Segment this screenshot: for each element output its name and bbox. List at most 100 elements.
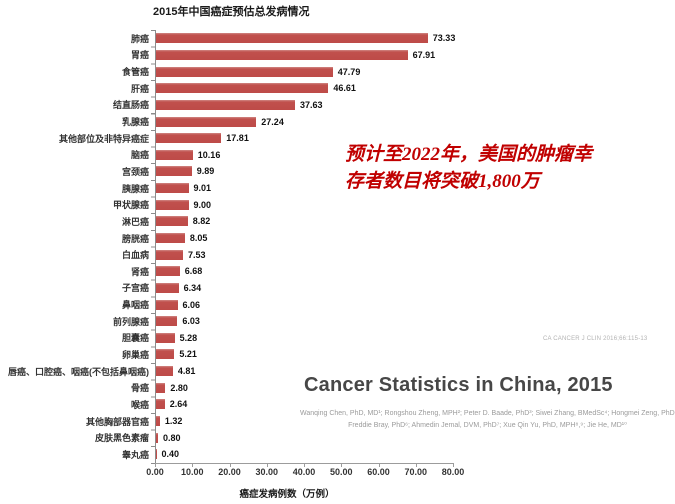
category-label: 胆囊癌 bbox=[121, 333, 149, 344]
x-axis-tick-label: 50.00 bbox=[330, 467, 353, 477]
bar bbox=[155, 216, 188, 227]
bar bbox=[155, 166, 192, 177]
annotation-text: 预计至2022年，美国的肿瘤幸 存者数目将突破1,800万 bbox=[345, 141, 667, 195]
category-label: 肺癌 bbox=[130, 33, 149, 44]
x-axis-tickmark bbox=[155, 463, 156, 467]
value-label: 6.06 bbox=[182, 299, 201, 310]
x-axis-tickmark bbox=[229, 463, 231, 467]
category-label: 宫颈癌 bbox=[121, 166, 149, 177]
x-axis-tickmark bbox=[378, 463, 380, 467]
bar bbox=[155, 33, 428, 44]
bar bbox=[155, 183, 189, 194]
x-axis-tickmark bbox=[266, 463, 268, 467]
bar-row: 胰腺癌 9.01 bbox=[0, 180, 675, 197]
bar bbox=[155, 432, 158, 443]
bar bbox=[155, 282, 179, 293]
value-label: 7.53 bbox=[188, 249, 206, 260]
bar-row: 膀胱癌 8.05 bbox=[0, 230, 675, 247]
x-axis-tick-label: 80.00 bbox=[441, 467, 465, 477]
bar bbox=[155, 399, 165, 410]
x-axis-tickmark bbox=[192, 463, 194, 467]
value-label: 8.82 bbox=[192, 216, 211, 227]
bar-row: 前列腺癌 6.03 bbox=[0, 313, 675, 330]
value-label: 9.00 bbox=[193, 199, 212, 210]
paper-authors: Wanqing Chen, PhD, MD¹; Rongshou Zheng, … bbox=[300, 408, 675, 432]
bar-row: 脑癌 10.16 bbox=[0, 146, 675, 163]
bar-row: 甲状腺癌 9.00 bbox=[0, 196, 675, 213]
bar bbox=[155, 116, 257, 127]
category-label: 卵巢癌 bbox=[121, 349, 149, 360]
bar bbox=[155, 133, 222, 144]
value-label: 47.79 bbox=[337, 66, 361, 77]
paper-authors-line1: Wanqing Chen, PhD, MD¹; Rongshou Zheng, … bbox=[300, 410, 675, 417]
x-axis-tickmark bbox=[341, 463, 343, 467]
value-label: 8.05 bbox=[189, 233, 208, 243]
category-label: 鼻咽癌 bbox=[121, 300, 149, 311]
value-label: 0.40 bbox=[161, 449, 180, 460]
bar bbox=[155, 332, 175, 343]
x-axis-tick-label: 60.00 bbox=[367, 467, 390, 477]
bar-row: 卵巢癌 5.21 bbox=[0, 346, 675, 363]
category-label: 淋巴癌 bbox=[121, 216, 149, 227]
category-label: 肾癌 bbox=[130, 266, 149, 277]
bar-row: 子宫癌 6.34 bbox=[0, 280, 675, 297]
bar-row: 结直肠癌 37.63 bbox=[0, 97, 675, 114]
bar-row: 其他胸部器官癌 1.32 bbox=[0, 413, 675, 430]
bar bbox=[155, 233, 185, 243]
x-axis-title: 癌症发病例数（万例） bbox=[239, 489, 335, 500]
x-axis-tickmark bbox=[453, 463, 454, 467]
bar bbox=[155, 416, 160, 427]
annotation-line1: 预计至2022年，美国的肿瘤幸 bbox=[345, 144, 593, 165]
category-label: 食管癌 bbox=[121, 67, 149, 78]
bar-row: 胃癌 67.91 bbox=[0, 47, 675, 64]
value-label: 2.80 bbox=[170, 382, 188, 393]
bar-row: 鼻咽癌 6.06 bbox=[0, 296, 675, 313]
category-label: 睾丸癌 bbox=[121, 449, 149, 460]
value-label: 46.61 bbox=[333, 83, 356, 94]
y-axis-line bbox=[155, 30, 156, 464]
x-axis-tick-label: 0.00 bbox=[146, 467, 164, 477]
bar bbox=[155, 83, 329, 94]
value-label: 4.81 bbox=[177, 366, 196, 377]
bar-row: 食管癌 47.79 bbox=[0, 63, 675, 80]
value-label: 67.91 bbox=[412, 49, 436, 60]
bar-row: 肝癌 46.61 bbox=[0, 80, 675, 97]
category-label: 胰腺癌 bbox=[121, 183, 149, 194]
category-label: 膀胱癌 bbox=[121, 233, 149, 244]
category-label: 肝癌 bbox=[130, 83, 149, 94]
bar bbox=[155, 66, 333, 77]
bar-rows: 肺癌 73.33 胃癌 67.91 食管癌 47.79 肝癌 46.61 结直肠癌 37.63 乳腺… bbox=[0, 30, 675, 463]
category-label: 喉癌 bbox=[130, 399, 149, 410]
category-label: 皮肤黑色素瘤 bbox=[94, 433, 149, 444]
chart-title: 2015年中国癌症预估总发病情况 bbox=[153, 6, 310, 18]
category-label: 乳腺癌 bbox=[121, 117, 149, 128]
bar bbox=[155, 299, 178, 310]
bar-row: 骨癌 2.80 bbox=[0, 379, 675, 396]
value-label: 5.28 bbox=[179, 332, 198, 343]
value-label: 73.33 bbox=[432, 33, 456, 44]
bar-row: 其他部位及非特异癌症 17.81 bbox=[0, 130, 675, 147]
x-axis-tick-label: 20.00 bbox=[218, 467, 241, 477]
value-label: 17.81 bbox=[226, 133, 249, 144]
category-label: 甲状腺癌 bbox=[112, 200, 149, 211]
value-label: 2.64 bbox=[169, 399, 188, 410]
x-axis-tickmark bbox=[304, 463, 305, 467]
bar-row: 睾丸癌 0.40 bbox=[0, 446, 675, 463]
category-label: 前列腺癌 bbox=[112, 316, 149, 327]
value-label: 27.24 bbox=[261, 116, 284, 127]
category-label: 骨癌 bbox=[130, 383, 149, 394]
bar-row: 宫颈癌 9.89 bbox=[0, 163, 675, 180]
journal-citation: CA CANCER J CLIN 2016;66:115-13 bbox=[543, 336, 648, 342]
bar-row: 肺癌 73.33 bbox=[0, 30, 675, 47]
x-axis-tick-label: 30.00 bbox=[255, 467, 279, 477]
category-label: 脑癌 bbox=[130, 150, 149, 161]
value-label: 37.63 bbox=[300, 99, 323, 110]
y-axis-ticks bbox=[151, 30, 155, 464]
bar bbox=[155, 349, 175, 360]
x-axis-tick-label: 70.00 bbox=[404, 467, 428, 477]
category-label: 白血病 bbox=[121, 250, 149, 261]
bar-row: 肾癌 6.68 bbox=[0, 263, 675, 280]
value-label: 10.16 bbox=[197, 149, 221, 160]
x-axis-tickmark bbox=[415, 463, 417, 467]
